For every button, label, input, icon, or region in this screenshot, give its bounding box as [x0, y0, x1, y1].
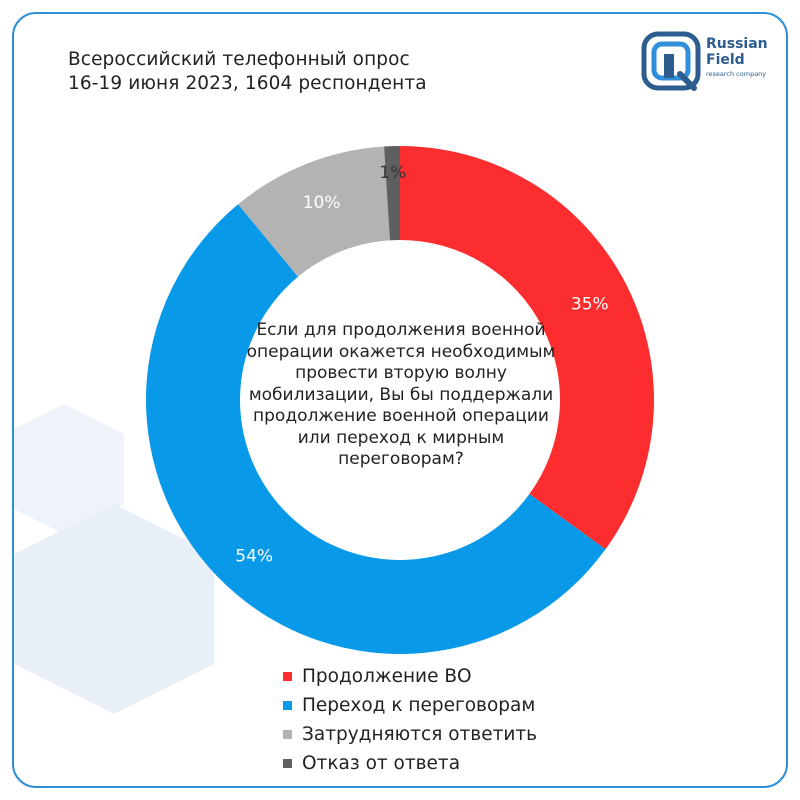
legend-label: Затрудняются ответить: [302, 724, 538, 745]
data-label-refused: 1%: [379, 163, 406, 183]
decorative-hexagons: [14, 404, 214, 714]
slice-undecided: [238, 146, 390, 277]
legend-item-undecided: Затрудняются ответить: [283, 720, 537, 749]
legend-item-refused: Отказ от ответа: [283, 749, 537, 778]
legend-label: Переход к переговорам: [302, 695, 536, 716]
logo-name-line-1: Russian: [706, 36, 768, 52]
logo-name-line-2: Field: [706, 52, 745, 68]
chart-legend: Продолжение ВО Переход к переговорам Затру…: [283, 662, 537, 778]
legend-swatch: [283, 759, 292, 768]
legend-swatch: [283, 672, 292, 681]
data-label-negotiations: 54%: [235, 546, 273, 566]
legend-item-negotiations: Переход к переговорам: [283, 691, 537, 720]
slice-refused: [384, 146, 400, 241]
survey-line-1: Всероссийский телефонный опрос: [68, 49, 410, 70]
chart-question: Если для продолжения военной операции ок…: [246, 320, 556, 469]
legend-swatch: [283, 730, 292, 739]
slice-continue: [400, 146, 654, 550]
logo-tagline: research company: [706, 70, 767, 78]
legend-label: Продолжение ВО: [302, 666, 472, 687]
legend-swatch: [283, 701, 292, 710]
data-label-continue: 35%: [571, 294, 609, 314]
russian-field-logo: Russian Field research company: [640, 30, 770, 92]
legend-label: Отказ от ответа: [302, 753, 461, 774]
survey-line-2: 16-19 июня 2023, 1604 респондента: [68, 73, 427, 94]
logo-mark-icon: [641, 31, 701, 91]
data-label-undecided: 10%: [303, 193, 341, 213]
slice-negotiations: [145, 204, 606, 654]
card: Всероссийский телефонный опрос 16-19 июн…: [12, 12, 788, 788]
legend-item-continue: Продолжение ВО: [283, 662, 537, 691]
logo-name: Russian Field: [706, 36, 768, 68]
survey-info: Всероссийский телефонный опрос 16-19 июн…: [68, 48, 427, 96]
